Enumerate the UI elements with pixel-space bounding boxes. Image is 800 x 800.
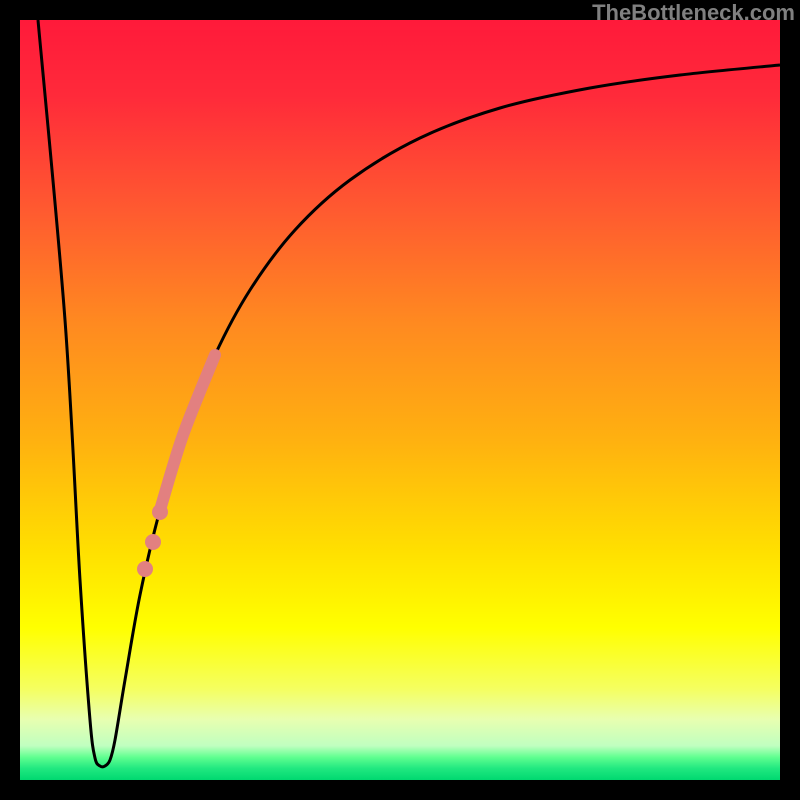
highlight-dot xyxy=(145,534,161,550)
watermark-text: TheBottleneck.com xyxy=(592,0,795,26)
plot-background xyxy=(20,20,780,780)
chart-container: TheBottleneck.com xyxy=(0,0,800,800)
plot-svg xyxy=(20,20,780,780)
highlight-dot xyxy=(152,504,168,520)
highlight-dot xyxy=(137,561,153,577)
